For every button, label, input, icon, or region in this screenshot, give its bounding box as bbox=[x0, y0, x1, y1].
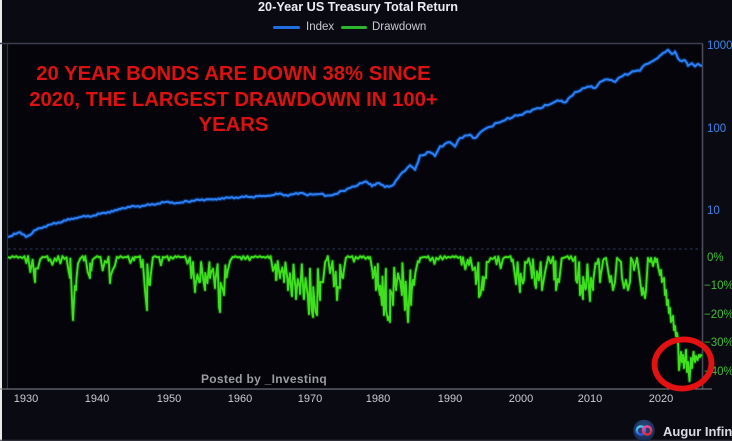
svg-text:2000: 2000 bbox=[509, 393, 533, 405]
svg-text:1970: 1970 bbox=[298, 393, 322, 405]
svg-text:0%: 0% bbox=[707, 252, 724, 264]
svg-text:1000: 1000 bbox=[707, 40, 732, 52]
svg-text:1960: 1960 bbox=[228, 393, 252, 405]
svg-text:−30%: −30% bbox=[704, 337, 732, 349]
svg-text:2010: 2010 bbox=[578, 393, 602, 405]
svg-text:1990: 1990 bbox=[438, 393, 462, 405]
svg-text:2020: 2020 bbox=[649, 393, 673, 405]
svg-text:1930: 1930 bbox=[14, 393, 38, 405]
svg-text:1940: 1940 bbox=[85, 393, 109, 405]
svg-text:1980: 1980 bbox=[366, 393, 390, 405]
svg-text:1950: 1950 bbox=[157, 393, 181, 405]
svg-text:−10%: −10% bbox=[704, 280, 732, 292]
svg-text:10: 10 bbox=[707, 205, 720, 217]
svg-text:−20%: −20% bbox=[704, 309, 732, 321]
svg-text:100: 100 bbox=[707, 123, 726, 135]
